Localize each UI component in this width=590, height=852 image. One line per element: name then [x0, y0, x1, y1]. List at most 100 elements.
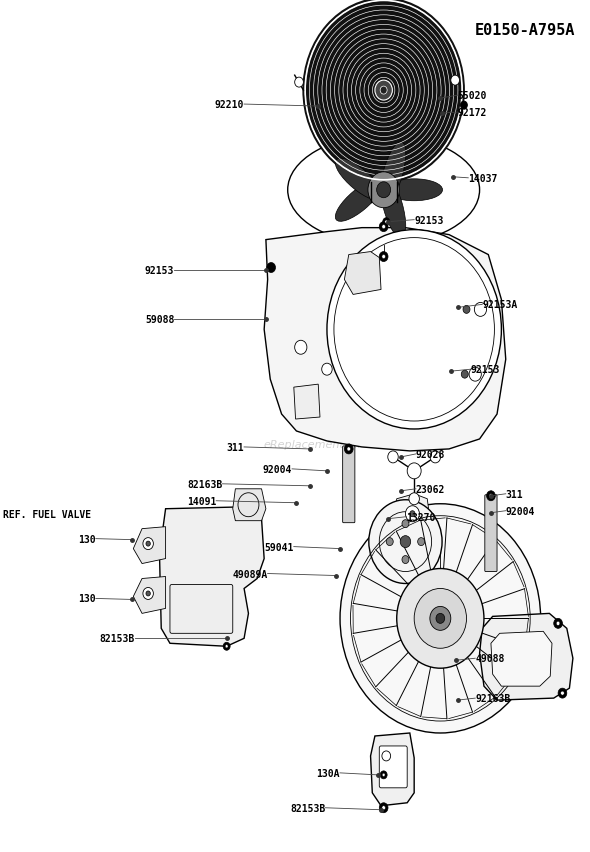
- Circle shape: [414, 589, 467, 648]
- Text: 13270: 13270: [407, 512, 435, 522]
- Text: 92004: 92004: [506, 506, 535, 516]
- Ellipse shape: [335, 159, 382, 201]
- Ellipse shape: [288, 135, 480, 245]
- Circle shape: [463, 306, 470, 314]
- Polygon shape: [345, 252, 381, 295]
- Circle shape: [376, 182, 391, 199]
- Circle shape: [430, 452, 441, 463]
- Circle shape: [418, 538, 425, 546]
- Circle shape: [556, 622, 560, 625]
- Text: 59088: 59088: [145, 315, 174, 325]
- Circle shape: [430, 607, 451, 630]
- Polygon shape: [480, 613, 573, 700]
- Polygon shape: [371, 733, 414, 806]
- Circle shape: [383, 218, 390, 227]
- FancyBboxPatch shape: [170, 584, 232, 634]
- Circle shape: [487, 492, 495, 501]
- Ellipse shape: [386, 180, 442, 201]
- Text: 92028: 92028: [416, 449, 445, 459]
- Circle shape: [143, 588, 153, 600]
- Polygon shape: [264, 228, 506, 452]
- Circle shape: [460, 102, 467, 110]
- Text: 82163B: 82163B: [187, 479, 222, 489]
- Text: 23062: 23062: [416, 484, 445, 494]
- Circle shape: [402, 520, 409, 528]
- Text: 92153: 92153: [414, 216, 444, 226]
- Text: 92153A: 92153A: [482, 300, 517, 310]
- Circle shape: [402, 556, 409, 564]
- Ellipse shape: [381, 176, 406, 239]
- Ellipse shape: [381, 142, 406, 204]
- Text: 311: 311: [227, 442, 244, 452]
- Circle shape: [382, 256, 385, 259]
- Circle shape: [368, 173, 399, 209]
- Text: 130: 130: [78, 594, 96, 604]
- Text: 92004: 92004: [263, 464, 292, 475]
- Text: 49088: 49088: [475, 653, 504, 664]
- FancyBboxPatch shape: [343, 446, 355, 523]
- Circle shape: [560, 691, 564, 695]
- Circle shape: [379, 803, 388, 813]
- Text: 59041: 59041: [264, 542, 294, 552]
- Circle shape: [461, 371, 468, 378]
- Circle shape: [385, 221, 388, 224]
- Circle shape: [396, 569, 484, 669]
- Circle shape: [303, 0, 464, 182]
- Text: 82153B: 82153B: [100, 634, 135, 643]
- Circle shape: [267, 263, 276, 273]
- Text: 14091: 14091: [187, 496, 216, 506]
- Circle shape: [225, 645, 228, 648]
- Text: 49089A: 49089A: [232, 569, 268, 579]
- Polygon shape: [159, 507, 264, 647]
- Circle shape: [558, 688, 567, 699]
- Text: 92172: 92172: [458, 108, 487, 118]
- Circle shape: [380, 87, 387, 95]
- Circle shape: [382, 806, 385, 809]
- Circle shape: [146, 542, 150, 546]
- Circle shape: [379, 252, 388, 262]
- Circle shape: [322, 364, 332, 376]
- Circle shape: [223, 642, 230, 651]
- Circle shape: [143, 538, 153, 550]
- Circle shape: [369, 500, 442, 584]
- Text: 130: 130: [78, 534, 96, 544]
- Circle shape: [345, 445, 353, 454]
- Polygon shape: [133, 527, 166, 564]
- Text: eReplacementParts.com: eReplacementParts.com: [263, 440, 399, 449]
- Circle shape: [386, 538, 394, 546]
- Text: REF. FUEL VALVE: REF. FUEL VALVE: [4, 509, 91, 519]
- Circle shape: [436, 613, 445, 624]
- Text: 92153: 92153: [145, 265, 174, 275]
- Text: 311: 311: [506, 489, 523, 499]
- Circle shape: [405, 506, 419, 522]
- Circle shape: [410, 511, 415, 517]
- Circle shape: [400, 536, 411, 548]
- Circle shape: [375, 81, 392, 101]
- Polygon shape: [294, 385, 320, 419]
- Text: 92210: 92210: [215, 100, 244, 110]
- Text: 55020: 55020: [458, 91, 487, 101]
- Circle shape: [340, 504, 540, 733]
- Circle shape: [327, 230, 502, 429]
- Polygon shape: [232, 489, 266, 521]
- Circle shape: [554, 619, 562, 629]
- Text: 82153B: 82153B: [290, 803, 325, 813]
- FancyBboxPatch shape: [379, 746, 407, 788]
- Text: 92153: 92153: [471, 365, 500, 375]
- Circle shape: [294, 78, 303, 88]
- Text: 92163B: 92163B: [475, 694, 510, 703]
- Circle shape: [382, 226, 385, 229]
- Ellipse shape: [335, 180, 382, 222]
- Circle shape: [451, 76, 460, 86]
- Polygon shape: [133, 577, 166, 613]
- Circle shape: [409, 493, 419, 505]
- Circle shape: [379, 222, 388, 233]
- Circle shape: [388, 452, 398, 463]
- Circle shape: [489, 494, 493, 498]
- Circle shape: [347, 447, 350, 452]
- Text: 130A: 130A: [316, 768, 340, 778]
- Circle shape: [407, 463, 421, 480]
- Circle shape: [294, 341, 307, 354]
- Text: 14037: 14037: [468, 174, 497, 183]
- Circle shape: [382, 774, 385, 776]
